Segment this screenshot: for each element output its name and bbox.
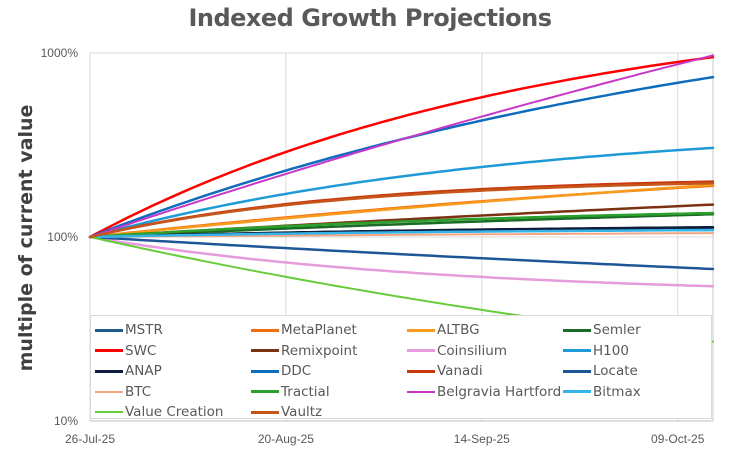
- legend-swatch: [95, 411, 123, 413]
- x-tick-labels: 26-Jul-25 20-Aug-25 14-Sep-25 09-Oct-25: [65, 432, 705, 446]
- legend-label: Remixpoint: [281, 342, 358, 359]
- legend-label: BTC: [125, 383, 152, 400]
- legend-item-belgravia-hartford: Belgravia Hartford: [407, 382, 561, 402]
- series-line-bitmax: [88, 228, 715, 239]
- legend-item-remixpoint: Remixpoint: [251, 341, 357, 361]
- legend-item-ddc: DDC: [251, 361, 311, 381]
- chart-title: Indexed Growth Projections: [188, 4, 552, 32]
- legend-label: H100: [593, 342, 629, 359]
- series-line-belgravia-hartford: [89, 54, 714, 238]
- legend-label: MSTR: [125, 322, 163, 338]
- series-lines: [88, 54, 715, 343]
- y-tick-labels: 10% 100% 1000%: [41, 46, 79, 428]
- legend-swatch: [407, 390, 435, 393]
- series-line-tractial: [88, 211, 715, 239]
- legend-label: Vaultz: [281, 404, 323, 420]
- legend-swatch: [563, 328, 591, 332]
- series-line-coinsilium: [88, 235, 715, 288]
- x-tick-label: 14-Sep-25: [454, 432, 510, 446]
- legend-swatch: [95, 349, 123, 352]
- legend-label: MetaPlanet: [281, 322, 357, 338]
- legend-item-bitmax: Bitmax: [563, 382, 641, 402]
- y-tick-label: 100%: [47, 230, 78, 244]
- legend-swatch: [95, 390, 123, 393]
- series-line-semler: [88, 212, 715, 239]
- legend-swatch: [407, 369, 435, 373]
- legend-item-vaultz: Vaultz: [251, 402, 322, 422]
- legend-item-vanadi: Vanadi: [407, 361, 483, 381]
- legend: MSTR MetaPlanet ALTBG Semler SWC Remixpoint Co…: [90, 315, 712, 422]
- legend-swatch: [563, 349, 591, 352]
- series-line-vaultz: [88, 181, 715, 239]
- legend-label: ANAP: [125, 363, 162, 379]
- x-tick-label: 20-Aug-25: [258, 432, 314, 446]
- legend-item-metaplanet: MetaPlanet: [251, 320, 357, 340]
- legend-label: SWC: [125, 342, 157, 359]
- legend-swatch: [563, 390, 591, 393]
- legend-item-swc: SWC: [95, 341, 156, 361]
- series-line-swc: [88, 55, 715, 239]
- series-line-locate: [88, 235, 715, 271]
- legend-item-altbg: ALTBG: [407, 320, 480, 340]
- y-tick-label: 1000%: [41, 46, 79, 60]
- legend-swatch: [251, 369, 279, 373]
- legend-swatch: [407, 328, 435, 332]
- legend-item-semler: Semler: [563, 320, 641, 340]
- legend-label: Value Creation: [125, 404, 224, 420]
- series-line-h100: [88, 146, 715, 239]
- legend-swatch: [95, 369, 123, 373]
- legend-label: Locate: [593, 363, 638, 379]
- legend-item-mstr: MSTR: [95, 320, 163, 340]
- series-line-altbg: [88, 183, 715, 239]
- legend-item-h100: H100: [563, 341, 629, 361]
- legend-label: DDC: [281, 363, 312, 379]
- legend-swatch: [251, 349, 279, 352]
- legend-label: Vanadi: [437, 363, 483, 379]
- legend-swatch: [407, 349, 435, 352]
- legend-item-tractial: Tractial: [251, 382, 330, 402]
- legend-item-locate: Locate: [563, 361, 638, 381]
- legend-label: ALTBG: [437, 322, 480, 338]
- legend-label: Bitmax: [593, 383, 641, 400]
- legend-label: Coinsilium: [437, 342, 507, 359]
- x-tick-label: 09-Oct-25: [651, 432, 705, 446]
- legend-swatch: [95, 328, 123, 332]
- legend-swatch: [251, 390, 279, 393]
- plot-border: [90, 53, 714, 422]
- y-tick-label: 10%: [54, 414, 78, 428]
- legend-label: Semler: [593, 322, 641, 338]
- legend-label: Tractial: [281, 383, 330, 400]
- legend-item-value-creation: Value Creation: [95, 402, 223, 422]
- legend-item-coinsilium: Coinsilium: [407, 341, 507, 361]
- legend-swatch: [563, 369, 591, 373]
- legend-label: Belgravia Hartford: [437, 383, 562, 400]
- legend-swatch: [251, 328, 279, 332]
- x-tick-label: 26-Jul-25: [65, 432, 115, 446]
- legend-item-btc: BTC: [95, 382, 151, 402]
- legend-item-anap: ANAP: [95, 361, 162, 381]
- legend-swatch: [251, 410, 279, 414]
